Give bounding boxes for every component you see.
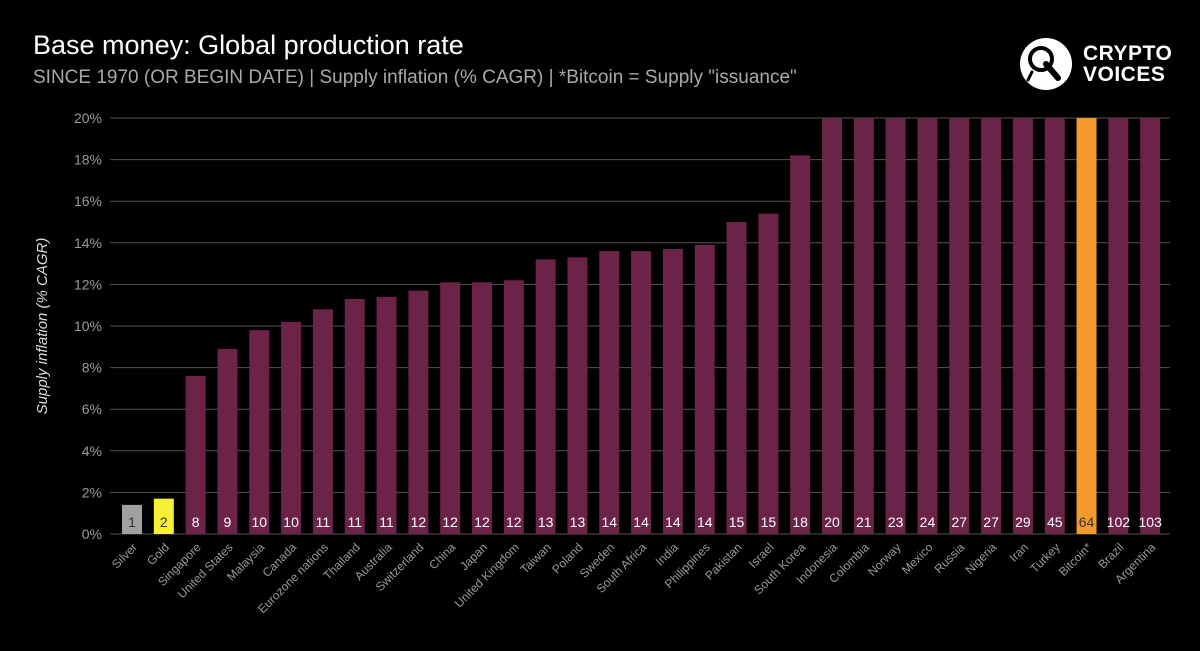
bar-rank-label: 29 (1015, 514, 1031, 530)
x-tick-label: Gold (144, 540, 172, 568)
x-tick-label: Iran (1007, 540, 1032, 565)
bar (885, 118, 906, 534)
bar (662, 249, 683, 535)
x-tick-label: Norway (865, 540, 904, 579)
bar (1076, 118, 1097, 534)
x-tick-label: China (426, 540, 458, 572)
bar-rank-label: 45 (1047, 514, 1063, 530)
bar-rank-label: 10 (251, 514, 267, 530)
bar-rank-label: 14 (633, 514, 649, 530)
x-tick-label: India (653, 540, 682, 569)
bar (726, 222, 747, 534)
bar-rank-label: 14 (601, 514, 617, 530)
bar (185, 375, 206, 534)
bar-rank-label: 14 (665, 514, 681, 530)
bar (981, 118, 1002, 534)
bar-rank-label: 103 (1139, 514, 1163, 530)
y-tick-label: 18% (74, 152, 102, 168)
bar (153, 498, 174, 534)
brand-logo: CRYPTO VOICES (1020, 38, 1190, 90)
bar (1044, 118, 1065, 534)
y-axis-label: Supply inflation (% CAGR) (34, 238, 51, 415)
bar (790, 155, 811, 534)
y-tick-label: 12% (74, 276, 102, 292)
bar-rank-label: 13 (538, 514, 554, 530)
bar (1140, 118, 1161, 534)
chart-title: Base money: Global production rate (33, 30, 464, 60)
bar (599, 251, 620, 534)
bar-rank-label: 12 (442, 514, 458, 530)
bar (122, 504, 142, 534)
x-tick-label: Taiwan (517, 540, 553, 576)
bar-rank-label: 15 (761, 514, 777, 530)
bar-rank-label: 18 (792, 514, 808, 530)
bar (1012, 118, 1033, 534)
bar (917, 118, 938, 534)
bar (312, 309, 333, 534)
x-tick-label: Nigeria (962, 540, 999, 577)
chart-subtitle: SINCE 1970 (OR BEGIN DATE) | Supply infl… (33, 67, 797, 88)
y-tick-label: 4% (82, 443, 102, 459)
y-tick-label: 8% (82, 360, 102, 376)
bar-rank-label: 9 (224, 514, 232, 530)
y-tick-label: 2% (82, 484, 102, 500)
y-tick-label: 0% (82, 526, 102, 542)
bar (344, 298, 365, 534)
bar-rank-label: 15 (729, 514, 745, 530)
logo-icon (1020, 38, 1072, 90)
y-tick-label: 14% (74, 235, 102, 251)
bar-rank-label: 27 (951, 514, 967, 530)
x-tick-label: Mexico (899, 540, 936, 577)
bar (758, 213, 779, 534)
bar-rank-label: 12 (506, 514, 522, 530)
logo-line-2: VOICES (1083, 63, 1166, 86)
bar (472, 282, 492, 534)
bar-rank-label: 11 (316, 514, 331, 530)
bar-rank-label: 102 (1107, 514, 1131, 530)
x-tick-label: Silver (109, 540, 140, 571)
bar-rank-label: 23 (888, 514, 904, 530)
bar (408, 290, 429, 534)
bar (376, 296, 397, 534)
bar-rank-label: 20 (824, 514, 840, 530)
logo-line-1: CRYPTO (1083, 42, 1173, 65)
bar-rank-label: 12 (411, 514, 427, 530)
bar-rank-label: 27 (983, 514, 999, 530)
bar (694, 244, 715, 534)
bar (853, 118, 874, 534)
y-tick-label: 16% (74, 193, 102, 209)
bar (822, 118, 842, 534)
bar (503, 280, 524, 534)
x-tick-label: Bitcoin* (1056, 540, 1095, 579)
bar (281, 321, 302, 534)
bar (535, 259, 556, 534)
bar-rank-label: 64 (1079, 514, 1095, 530)
bar-rank-label: 12 (474, 514, 490, 530)
y-tick-label: 10% (74, 318, 102, 334)
bar-rank-label: 11 (379, 514, 394, 530)
bar (217, 348, 238, 534)
bar-rank-label: 24 (920, 514, 936, 530)
bar (1108, 118, 1129, 534)
bar (440, 282, 461, 534)
logo-wordmark: CRYPTO VOICES (1083, 43, 1172, 85)
bar-rank-label: 21 (856, 514, 872, 530)
bar-rank-label: 2 (160, 514, 168, 530)
bar (249, 330, 270, 534)
y-tick-label: 20% (74, 110, 102, 126)
x-tick-label: Russia (932, 540, 968, 576)
y-tick-label: 6% (82, 401, 102, 417)
bar-rank-label: 14 (697, 514, 713, 530)
bar-rank-label: 1 (128, 514, 136, 530)
bar-rank-label: 11 (347, 514, 362, 530)
bar-rank-label: 10 (283, 514, 299, 530)
bar-rank-label: 8 (192, 514, 200, 530)
bar (949, 118, 970, 534)
bar (631, 251, 652, 534)
bar (567, 257, 588, 534)
bar-rank-label: 13 (570, 514, 586, 530)
